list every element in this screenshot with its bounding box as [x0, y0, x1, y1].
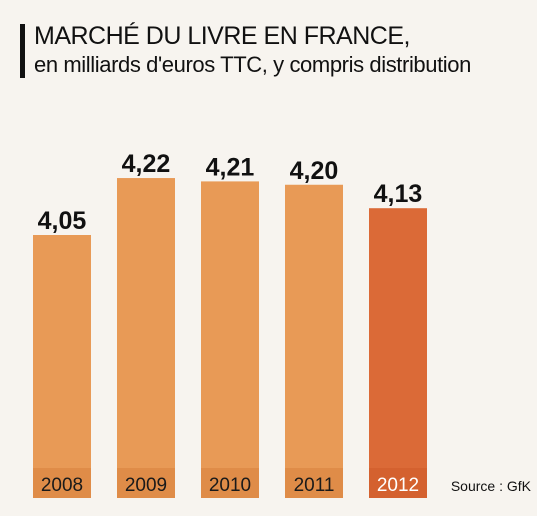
bar-2012 — [369, 208, 427, 498]
bar-base-2008 — [33, 468, 91, 498]
category-label-2008: 2008 — [41, 475, 83, 496]
value-label-2012: 4,13 — [374, 180, 423, 208]
value-label-2009: 4,22 — [122, 150, 171, 178]
header-accent-bar — [20, 24, 25, 78]
bar-base-2012 — [369, 468, 427, 498]
value-label-2008: 4,05 — [38, 207, 87, 235]
chart-title: MARCHÉ DU LIVRE EN FRANCE, — [34, 22, 410, 50]
value-label-2010: 4,21 — [206, 153, 255, 181]
category-label-2009: 2009 — [125, 475, 167, 496]
value-label-2011: 4,20 — [290, 157, 339, 185]
bar-base-2011 — [285, 468, 343, 498]
bar-base-2009 — [117, 468, 175, 498]
bar-base-2010 — [201, 468, 259, 498]
bar-2008 — [33, 235, 91, 498]
bar-2010 — [201, 181, 259, 498]
bar-2009 — [117, 178, 175, 499]
source-note: Source : GfK — [450, 478, 531, 494]
category-label-2012: 2012 — [377, 475, 419, 496]
category-label-2011: 2011 — [294, 475, 335, 496]
category-label-2010: 2010 — [209, 475, 251, 496]
bar-2011 — [285, 184, 343, 498]
chart-subtitle: en milliards d'euros TTC, y compris dist… — [34, 52, 471, 77]
